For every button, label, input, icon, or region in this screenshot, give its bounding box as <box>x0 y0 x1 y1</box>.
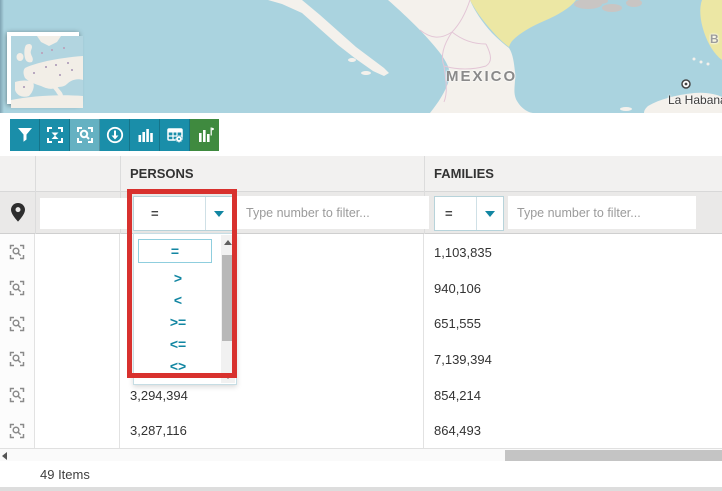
report-button[interactable] <box>190 119 219 151</box>
bottom-divider <box>0 487 722 491</box>
zoom-to-feature-button[interactable] <box>0 306 35 341</box>
zoom-to-feature-button[interactable] <box>0 377 35 413</box>
table-row[interactable]: 7,139,394 <box>0 341 722 378</box>
persons-operator-value: = <box>151 206 159 221</box>
column-header-persons[interactable]: PERSONS <box>130 166 194 181</box>
table-row[interactable]: 3,294,394 854,214 <box>0 377 722 414</box>
zoom-to-feature-icon <box>9 316 25 331</box>
dropdown-item-greater[interactable]: > <box>173 270 183 286</box>
scroll-down-button[interactable] <box>221 369 235 383</box>
inset-map-canvas <box>11 36 83 108</box>
table-row[interactable]: 3,287,116 864,493 <box>0 413 722 449</box>
chevron-down-icon <box>214 210 224 217</box>
item-count-label: 49 Items <box>40 466 90 482</box>
zoom-to-selection-button[interactable] <box>70 119 100 151</box>
dropdown-scrollbar-thumb[interactable] <box>222 255 234 341</box>
table-row[interactable]: 940,106 <box>0 270 722 307</box>
table-row[interactable]: 1,103,835 <box>0 234 722 271</box>
table-settings-button[interactable] <box>160 119 190 151</box>
chart-button[interactable] <box>130 119 160 151</box>
dropdown-item-greater-equal[interactable]: >= <box>169 314 187 330</box>
download-icon <box>106 126 123 144</box>
grid-header-row <box>0 156 722 192</box>
operator-dropdown-panel: = > < >= <= <> Is Null <box>133 233 237 385</box>
map-grid-toolbar <box>10 119 219 151</box>
zoom-to-feature-icon <box>9 244 25 260</box>
families-filter-input[interactable] <box>508 196 696 229</box>
scroll-up-button[interactable] <box>221 235 235 249</box>
chevron-down-icon <box>485 210 495 217</box>
table-row[interactable]: 651,555 <box>0 306 722 342</box>
overview-inset-map[interactable] <box>7 32 83 108</box>
dropdown-scrollbar[interactable] <box>221 235 235 383</box>
triangle-down-icon <box>224 373 232 379</box>
zoom-to-feature-button[interactable] <box>0 341 35 377</box>
zoom-to-feature-icon <box>9 387 25 403</box>
filter-button[interactable] <box>10 119 40 151</box>
location-pin-icon <box>11 203 25 222</box>
column2-filter-input[interactable] <box>40 198 128 229</box>
map-canvas <box>0 0 722 113</box>
filter-icon <box>17 128 32 142</box>
zoom-to-feature-icon <box>9 423 25 438</box>
horizontal-scrollbar[interactable] <box>0 448 722 461</box>
families-operator-combo[interactable]: = <box>434 196 504 231</box>
bar-chart-icon <box>138 129 153 142</box>
map-left-shadow <box>0 0 4 113</box>
persons-filter-input[interactable] <box>237 196 429 229</box>
map-city-label: La Habana <box>668 93 722 107</box>
column-header-families[interactable]: FAMILIES <box>434 166 494 181</box>
report-icon <box>198 127 214 142</box>
families-operator-dropdown-arrow[interactable] <box>476 197 503 230</box>
zoom-to-selection-icon <box>76 127 93 143</box>
zoom-to-feature-button[interactable] <box>0 270 35 306</box>
persons-operator-combo[interactable]: = <box>133 196 233 231</box>
triangle-up-icon <box>224 239 232 245</box>
download-button[interactable] <box>100 119 130 151</box>
status-bar: 49 Items <box>0 461 722 487</box>
scroll-left-button[interactable] <box>2 452 7 460</box>
persons-operator-dropdown-arrow[interactable] <box>205 197 232 230</box>
zoom-to-feature-icon <box>9 351 25 367</box>
main-map[interactable]: MEXICO La Habana B <box>0 0 722 113</box>
dropdown-item-is-null-clipped[interactable]: Is Null <box>138 378 218 384</box>
map-partial-label: B <box>710 32 719 46</box>
dropdown-item-less-equal[interactable]: <= <box>169 336 187 352</box>
map-country-label: MEXICO <box>446 68 518 85</box>
dropdown-item-not-equal[interactable]: <> <box>169 358 187 374</box>
zoom-to-feature-button[interactable] <box>0 413 35 448</box>
zoom-to-feature-icon <box>9 280 25 296</box>
zoom-to-extent-button[interactable] <box>40 119 70 151</box>
dropdown-item-equals[interactable]: = <box>138 239 212 263</box>
zoom-to-feature-button[interactable] <box>0 234 35 270</box>
dropdown-item-less[interactable]: < <box>173 292 183 308</box>
horizontal-scrollbar-thumb[interactable] <box>505 450 722 461</box>
zoom-to-extent-icon <box>46 127 63 143</box>
table-settings-icon <box>166 128 183 143</box>
families-operator-value: = <box>445 206 453 221</box>
